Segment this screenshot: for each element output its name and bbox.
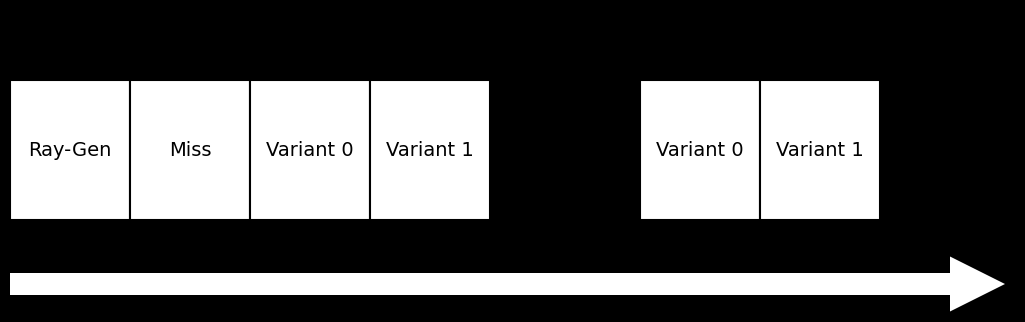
Text: Ray-Gen: Ray-Gen [29,140,112,159]
Text: Variant 0: Variant 0 [656,140,744,159]
Bar [10,80,130,220]
Text: Variant 1: Variant 1 [776,140,864,159]
Bar [370,80,490,220]
Polygon shape [10,257,1004,311]
Bar [760,80,880,220]
Bar [250,80,370,220]
Text: Miss: Miss [169,140,211,159]
Text: Variant 0: Variant 0 [266,140,354,159]
Text: Variant 1: Variant 1 [386,140,474,159]
Bar [130,80,250,220]
Bar [640,80,760,220]
